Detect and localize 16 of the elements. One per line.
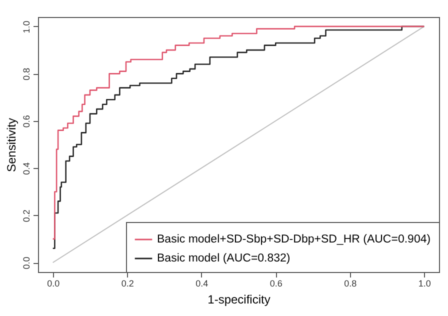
x-tick-label: 1.0	[418, 278, 431, 288]
x-tick-label: 0.2	[121, 278, 134, 288]
x-tick-label: 0.8	[344, 278, 357, 288]
y-tick-label: 0.0	[22, 256, 32, 270]
y-tick-label: 0.4	[22, 162, 32, 175]
x-tick-label: 0.6	[270, 278, 282, 288]
y-tick-label: 1.0	[22, 20, 32, 34]
legend-label: Basic model+SD-Sbp+SD-Dbp+SD_HR (AUC=0.904)	[157, 234, 431, 246]
x-axis-title: 1-specificity	[208, 292, 270, 306]
y-tick-label: 0.8	[22, 68, 32, 80]
legend-label: Basic model (AUC=0.832)	[157, 252, 290, 264]
y-tick-label: 0.6	[22, 115, 32, 128]
x-tick-label: 0.0	[47, 278, 60, 288]
y-tick-label: 0.2	[22, 210, 32, 222]
y-axis-title: Sensitivity	[4, 118, 18, 172]
x-tick-label: 0.4	[196, 278, 208, 288]
